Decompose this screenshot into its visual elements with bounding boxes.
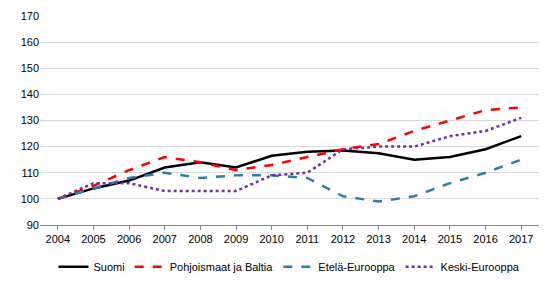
svg-text:130: 130 — [21, 114, 39, 126]
svg-text:2005: 2005 — [81, 233, 105, 245]
svg-text:Etelä-Eurooppa: Etelä-Eurooppa — [318, 261, 395, 273]
svg-text:2009: 2009 — [224, 233, 248, 245]
svg-text:2014: 2014 — [402, 233, 426, 245]
svg-text:90: 90 — [27, 219, 39, 231]
svg-text:110: 110 — [21, 167, 39, 179]
svg-text:2004: 2004 — [46, 233, 70, 245]
svg-text:2012: 2012 — [331, 233, 355, 245]
svg-text:2015: 2015 — [438, 233, 462, 245]
svg-text:2013: 2013 — [366, 233, 390, 245]
svg-text:2017: 2017 — [509, 233, 533, 245]
svg-text:2007: 2007 — [153, 233, 177, 245]
svg-text:100: 100 — [21, 193, 39, 205]
svg-text:2006: 2006 — [117, 233, 141, 245]
svg-text:160: 160 — [21, 36, 39, 48]
svg-text:2011: 2011 — [295, 233, 319, 245]
svg-text:140: 140 — [21, 88, 39, 100]
svg-text:2010: 2010 — [259, 233, 283, 245]
svg-text:Suomi: Suomi — [94, 261, 125, 273]
svg-text:120: 120 — [21, 140, 39, 152]
svg-text:Pohjoismaat ja Baltia: Pohjoismaat ja Baltia — [170, 261, 274, 273]
svg-text:150: 150 — [21, 62, 39, 74]
svg-text:170: 170 — [21, 10, 39, 22]
svg-text:2008: 2008 — [188, 233, 212, 245]
svg-text:2016: 2016 — [473, 233, 497, 245]
svg-text:Keski-Eurooppa: Keski-Eurooppa — [441, 261, 520, 273]
